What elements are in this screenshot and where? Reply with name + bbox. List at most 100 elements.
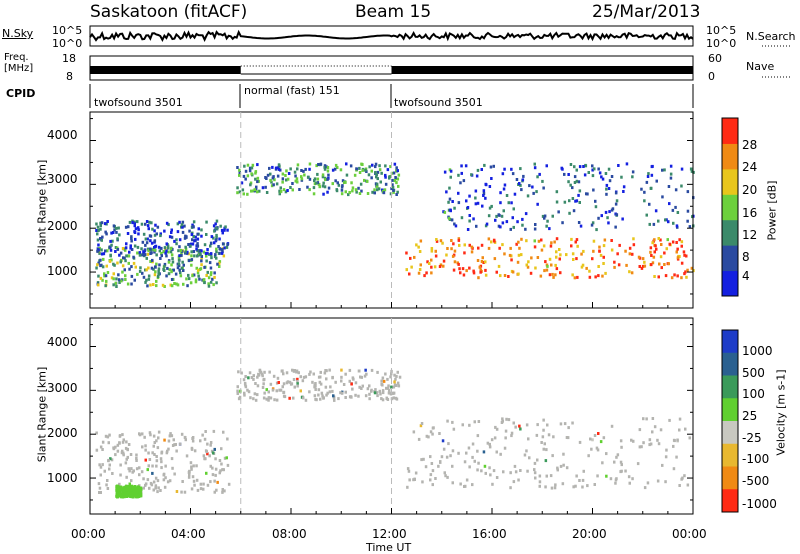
velocity-echo-cell [208, 454, 211, 458]
velocity-echo-cell [591, 438, 594, 442]
power-echo-cell [205, 274, 208, 277]
vel-ytick-2000: 2000 [47, 426, 78, 440]
velocity-echo-cell [325, 393, 328, 397]
power-echo-cell [426, 260, 429, 264]
power-echo-cell [450, 239, 453, 242]
power-echo-cell [591, 174, 595, 178]
power-echo-cell [182, 282, 185, 286]
power-echo-cell [99, 221, 102, 225]
power-echo-cell [688, 225, 692, 229]
power-echo-cell [116, 261, 119, 265]
power-echo-cell [130, 239, 133, 243]
power-echo-cell [610, 239, 613, 242]
velocity-echo-cell [389, 375, 392, 379]
velocity-echo-cell [638, 428, 642, 432]
velocity-echo-cell [534, 476, 537, 480]
power-echo-cell [155, 262, 158, 266]
power-echo-cell [654, 244, 657, 248]
power-echo-cell [118, 233, 121, 237]
velocity-echo-cell [473, 459, 476, 463]
power-echo-cell [571, 186, 574, 190]
power-echo-cell [289, 186, 292, 189]
power-echo-cell [196, 237, 200, 241]
power-echo-cell [152, 247, 155, 251]
power-echo-cell [215, 256, 218, 260]
power-echo-cell [213, 255, 217, 259]
velocity-echo-cell [212, 429, 216, 433]
power-echo-cell [218, 260, 222, 264]
velocity-echo-cell [391, 391, 394, 395]
power-echo-cell [470, 245, 474, 249]
power-echo-cell [124, 225, 128, 229]
power-echo-cell [680, 240, 684, 244]
power-echo-cell [659, 238, 662, 242]
velocity-echo-cell [247, 390, 251, 394]
power-echo-cell [326, 169, 330, 173]
power-echo-cell [200, 263, 203, 267]
power-echo-cell [344, 190, 347, 194]
power-echo-cell [585, 192, 588, 196]
power-echo-cell [435, 238, 438, 241]
velocity-echo-cell [434, 477, 437, 480]
power-echo-cell [628, 246, 632, 250]
power-echo-cell [650, 263, 653, 267]
vel-cbar-100: 100 [742, 387, 765, 401]
velocity-echo-cell [559, 422, 563, 426]
velocity-echo-cell [213, 490, 216, 494]
power-echo-cell [150, 266, 154, 270]
power-echo-cell [447, 216, 451, 220]
power-echo-cell [545, 268, 549, 272]
velocity-echo-cell [543, 442, 546, 446]
power-echo-cell [610, 248, 614, 252]
power-echo-cell [281, 177, 285, 181]
power-colorbar-segment [722, 168, 738, 195]
power-echo-cell [351, 186, 355, 190]
power-echo-cell [189, 244, 192, 248]
velocity-echo-cell [311, 380, 314, 384]
power-echo-cell [128, 267, 131, 271]
power-echo-cell [149, 247, 152, 251]
power-echo-cell [355, 167, 358, 171]
power-echo-cell [374, 171, 377, 174]
velocity-echo-cell [523, 453, 527, 457]
velocity-echo-cell [344, 396, 347, 399]
nsearch-tick-top: 10^5 [706, 24, 737, 37]
power-echo-cell [537, 239, 541, 243]
power-echo-cell [466, 206, 470, 209]
power-echo-cell [500, 214, 504, 218]
power-echo-cell [395, 169, 398, 173]
velocity-echo-cell [676, 438, 679, 442]
power-echo-cell [196, 242, 199, 246]
power-echo-cell [452, 242, 455, 246]
power-echo-cell [127, 261, 130, 265]
velocity-echo-cell [365, 372, 368, 376]
velocity-echo-cell [351, 387, 354, 391]
power-echo-cell [361, 168, 364, 172]
velocity-echo-cell [590, 447, 593, 451]
power-echo-cell [515, 178, 519, 181]
power-echo-cell [628, 270, 631, 274]
power-echo-cell [349, 164, 353, 168]
vel-cbar-1000: 1000 [742, 344, 773, 358]
power-echo-cell [130, 282, 133, 286]
power-echo-cell [106, 220, 109, 223]
velocity-colorbar-segment [722, 466, 738, 490]
power-echo-cell [102, 257, 105, 261]
power-echo-cell [396, 169, 399, 173]
power-echo-cell [608, 179, 612, 183]
power-echo-cell [123, 268, 126, 272]
velocity-echo-cell [546, 423, 549, 427]
velocity-echo-cell [642, 417, 645, 421]
power-echo-cell [561, 221, 564, 225]
velocity-echo-cell [519, 427, 522, 431]
power-echo-cell [577, 180, 581, 184]
power-echo-cell [163, 229, 166, 233]
velocity-echo-cell [205, 471, 208, 475]
power-echo-cell [133, 222, 136, 226]
velocity-echo-cell [501, 417, 504, 421]
power-echo-cell [451, 200, 454, 203]
power-echo-cell [434, 254, 438, 258]
power-echo-cell [153, 250, 156, 254]
velocity-echo-cell [364, 368, 367, 372]
velocity-echo-cell [640, 445, 643, 449]
